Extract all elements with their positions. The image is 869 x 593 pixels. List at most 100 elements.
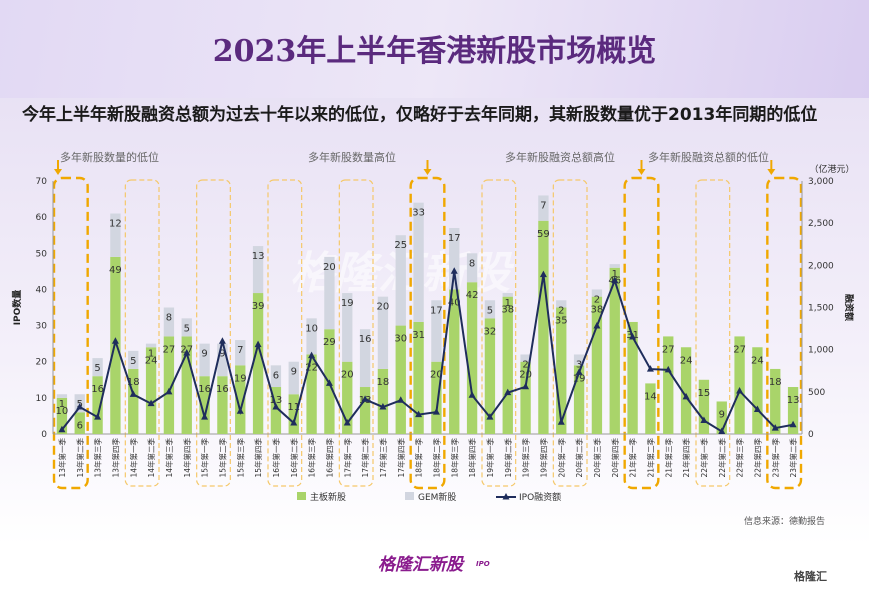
bar-main-value-label: 11: [287, 402, 300, 413]
bar-main-value-label: 10: [56, 406, 69, 417]
h1-box-5: [552, 179, 588, 487]
ipo-amount-point: [254, 340, 262, 348]
ipo-amount-point: [575, 368, 583, 375]
y-right-axis-unit: （亿港元）: [809, 163, 854, 175]
bar-main-board: [128, 368, 139, 434]
bar-main-value-label: 35: [555, 316, 568, 327]
bar-gem: [466, 253, 478, 283]
bar-gem: [556, 300, 567, 308]
ipo-amount-point: [361, 395, 369, 402]
ipo-amount-point: [611, 276, 619, 284]
bar-gem: [270, 365, 282, 388]
ipo-amount-point: [111, 337, 119, 344]
bar-gem-value-label: 9: [219, 349, 225, 360]
bar-gem-value-label: 33: [412, 208, 425, 219]
x-tick-label: 17年第二季: [360, 438, 370, 478]
bar-main-board: [74, 412, 85, 434]
bar-main-board: [377, 368, 389, 434]
ipo-amount-point: [236, 407, 244, 414]
x-tick-label: 13年第三季: [93, 438, 103, 478]
legend-swatch-main-board: [297, 492, 306, 500]
ipo-amount-point: [468, 391, 476, 398]
bar-gem-value-label: 7: [540, 200, 546, 211]
bar-gem-value-label: 12: [109, 219, 122, 230]
bar-gem-value-label: 17: [430, 305, 443, 316]
annotation-label-3: 多年新股融资总额的低位: [648, 150, 769, 164]
y-right-tick-label: 2,000: [808, 261, 834, 271]
bar-main-value-label: 27: [662, 344, 675, 355]
h1-box-0: [124, 179, 160, 487]
x-tick-label: 15年第二季: [217, 438, 227, 478]
bar-main-board: [734, 336, 745, 434]
bar-gem-value-label: 20: [323, 262, 336, 273]
x-tick-label: 19年第四季: [538, 438, 548, 478]
bar-main-board: [270, 387, 282, 434]
h1-box-1: [196, 179, 231, 487]
bar-main-board: [663, 336, 674, 434]
legend-label-main-board: 主板新股: [310, 491, 346, 503]
bar-main-value-label: 22: [305, 362, 318, 373]
bar-gem-value-label: 8: [166, 313, 172, 324]
bar-main-board: [288, 394, 299, 434]
ipo-amount-point: [736, 386, 744, 394]
bar-main-value-label: 20: [430, 370, 443, 381]
bar-main-value-label: 27: [163, 344, 176, 355]
x-tick-label: 19年第一季: [485, 438, 495, 478]
y-left-tick-label: 50: [36, 249, 48, 259]
bar-gem: [413, 202, 424, 322]
x-tick-label: 13年第四季: [110, 438, 120, 478]
y-right-axis-label: 融资额: [843, 294, 855, 321]
bar-gem-value-label: 17: [448, 233, 461, 244]
x-tick-label: 15年第一季: [200, 438, 210, 478]
x-tick-label: 19年第三季: [521, 438, 531, 478]
bar-main-value-label: 20: [341, 370, 354, 381]
bar-main-value-label: 16: [198, 384, 211, 395]
legend-marker-ipo-amount: [502, 493, 510, 500]
bar-gem-value-label: 6: [273, 370, 279, 381]
bar-gem-value-label: 25: [394, 240, 407, 251]
x-tick-label: 22年第二季: [717, 438, 727, 478]
ipo-amount-point: [165, 387, 173, 395]
x-tick-label: 15年第三季: [235, 438, 245, 478]
x-tick-label: 17年第一季: [342, 438, 352, 478]
annotation-arrow-head-2: [637, 169, 646, 175]
bar-main-value-label: 59: [537, 229, 550, 240]
bar-gem: [128, 350, 139, 369]
bar-main-value-label: 29: [323, 337, 336, 348]
title-banner: [0, 0, 869, 98]
bar-main-value-label: 30: [394, 334, 407, 345]
ipo-amount-line: [61, 271, 794, 433]
x-tick-label: 18年第三季: [449, 438, 459, 478]
highlight-box-0: [52, 176, 89, 490]
y-right-tick-label: 1,500: [808, 304, 834, 314]
bar-gem: [359, 329, 371, 388]
x-tick-label: 18年第一季: [414, 438, 424, 478]
bar-main-value-label: 24: [751, 355, 764, 366]
x-tick-label: 17年第三季: [378, 438, 388, 478]
bar-main-value-label: 19: [234, 373, 247, 384]
bar-gem: [217, 343, 228, 377]
x-tick-label: 20年第一季: [556, 438, 566, 478]
bar-gem: [520, 354, 531, 362]
x-tick-label: 14年第三季: [164, 438, 174, 478]
bar-main-board: [787, 387, 799, 434]
bar-gem-value-label: 5: [130, 356, 136, 367]
ipo-amount-point: [646, 365, 654, 372]
bar-gem-value-label: 2: [594, 294, 600, 305]
bar-main-value-label: 19: [573, 373, 586, 384]
annotation-label-1: 多年新股数量高位: [308, 150, 396, 164]
ipo-amount-point: [629, 333, 637, 340]
ipo-amount-point: [700, 416, 708, 424]
ipo-amount-point: [450, 267, 458, 274]
bar-gem-value-label: 3: [576, 359, 582, 370]
legend-swatch-gem: [405, 492, 414, 500]
bar-gem: [235, 340, 246, 366]
ipo-amount-point: [343, 419, 351, 426]
x-tick-label: 21年第二季: [645, 438, 655, 478]
bar-main-value-label: 6: [77, 420, 83, 431]
bar-main-board: [163, 336, 175, 434]
bar-gem: [56, 394, 68, 398]
ipo-amount-point: [76, 403, 84, 410]
bar-main-board: [466, 282, 478, 434]
bar-main-value-label: 18: [769, 377, 782, 388]
